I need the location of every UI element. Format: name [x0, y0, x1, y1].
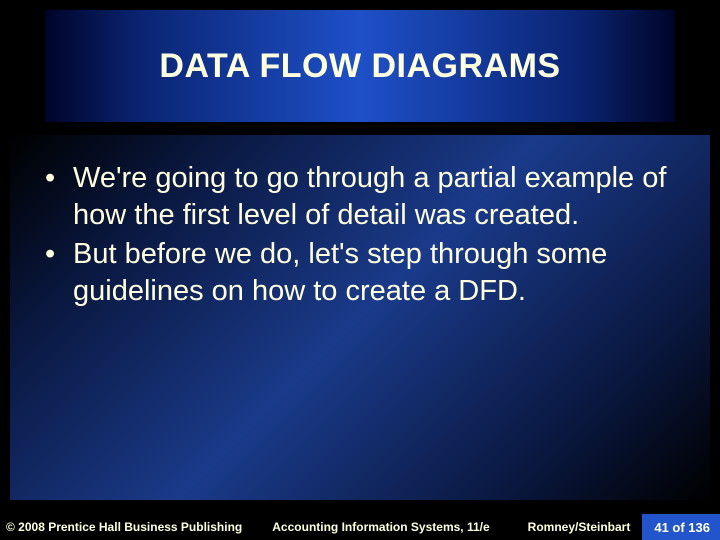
footer-book-title: Accounting Information Systems, 11/e [272, 520, 527, 534]
slide-footer: © 2008 Prentice Hall Business Publishing… [0, 514, 720, 540]
slide-title: DATA FLOW DIAGRAMS [159, 47, 560, 86]
footer-authors: Romney/Steinbart [528, 520, 631, 534]
title-header: DATA FLOW DIAGRAMS [45, 10, 675, 122]
content-area: We're going to go through a partial exam… [10, 135, 710, 500]
bullet-item: But before we do, let's step through som… [45, 236, 685, 310]
page-number-badge: 41 of 136 [642, 514, 720, 540]
bullet-item: We're going to go through a partial exam… [45, 160, 685, 234]
bullet-list: We're going to go through a partial exam… [45, 160, 685, 310]
footer-copyright: © 2008 Prentice Hall Business Publishing [0, 520, 272, 534]
